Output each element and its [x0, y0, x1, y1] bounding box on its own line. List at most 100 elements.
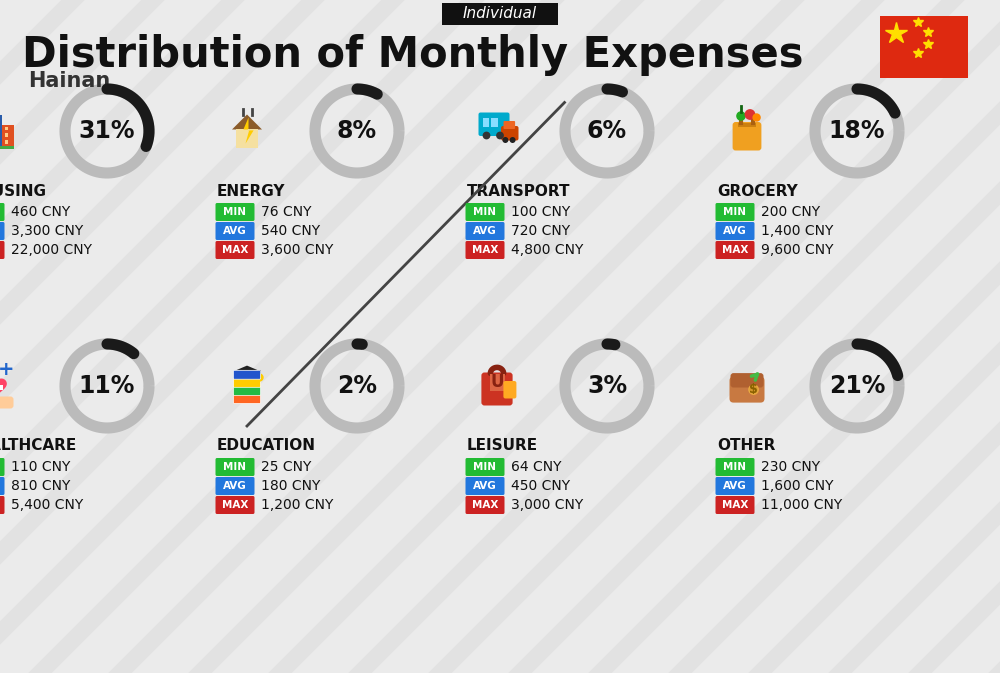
- FancyBboxPatch shape: [479, 112, 510, 136]
- Text: 76 CNY: 76 CNY: [261, 205, 312, 219]
- Text: 3,600 CNY: 3,600 CNY: [261, 243, 333, 257]
- FancyBboxPatch shape: [233, 394, 261, 404]
- FancyBboxPatch shape: [490, 374, 505, 390]
- FancyBboxPatch shape: [0, 146, 14, 149]
- Text: HOUSING: HOUSING: [0, 184, 47, 199]
- Text: MIN: MIN: [474, 207, 496, 217]
- FancyBboxPatch shape: [716, 203, 755, 221]
- FancyBboxPatch shape: [240, 371, 254, 376]
- Polygon shape: [0, 379, 6, 396]
- FancyBboxPatch shape: [880, 16, 968, 78]
- FancyBboxPatch shape: [466, 477, 505, 495]
- FancyBboxPatch shape: [2, 125, 14, 147]
- Text: MAX: MAX: [722, 245, 748, 255]
- FancyBboxPatch shape: [738, 123, 756, 127]
- FancyBboxPatch shape: [233, 386, 261, 396]
- Text: OTHER: OTHER: [717, 439, 775, 454]
- FancyBboxPatch shape: [466, 222, 505, 240]
- Circle shape: [745, 109, 755, 120]
- Text: MAX: MAX: [222, 500, 248, 510]
- Text: AVG: AVG: [723, 226, 747, 236]
- Text: Individual: Individual: [463, 7, 537, 22]
- FancyBboxPatch shape: [233, 370, 261, 379]
- Polygon shape: [232, 114, 262, 129]
- FancyBboxPatch shape: [5, 133, 8, 137]
- Circle shape: [736, 111, 746, 120]
- Text: 200 CNY: 200 CNY: [761, 205, 820, 219]
- FancyBboxPatch shape: [733, 122, 761, 151]
- FancyBboxPatch shape: [0, 477, 5, 495]
- FancyBboxPatch shape: [466, 203, 505, 221]
- FancyBboxPatch shape: [0, 396, 14, 409]
- Text: 21%: 21%: [829, 374, 885, 398]
- Text: AVG: AVG: [223, 481, 247, 491]
- Text: 5,400 CNY: 5,400 CNY: [11, 498, 83, 512]
- FancyBboxPatch shape: [216, 496, 254, 514]
- Circle shape: [752, 113, 761, 122]
- FancyBboxPatch shape: [5, 140, 8, 143]
- Text: Distribution of Monthly Expenses: Distribution of Monthly Expenses: [22, 34, 804, 76]
- FancyBboxPatch shape: [716, 477, 755, 495]
- Text: U: U: [490, 374, 504, 392]
- Text: 460 CNY: 460 CNY: [11, 205, 70, 219]
- Text: 8%: 8%: [337, 119, 377, 143]
- Text: 11,000 CNY: 11,000 CNY: [761, 498, 842, 512]
- Text: +: +: [0, 360, 14, 379]
- FancyBboxPatch shape: [504, 121, 515, 129]
- FancyBboxPatch shape: [466, 241, 505, 259]
- Circle shape: [510, 137, 516, 143]
- Text: AVG: AVG: [723, 481, 747, 491]
- Text: 180 CNY: 180 CNY: [261, 479, 320, 493]
- Text: MAX: MAX: [222, 245, 248, 255]
- Text: 31%: 31%: [79, 119, 135, 143]
- Text: 11%: 11%: [79, 374, 135, 398]
- FancyBboxPatch shape: [716, 496, 755, 514]
- FancyBboxPatch shape: [0, 458, 5, 476]
- Text: 1,600 CNY: 1,600 CNY: [761, 479, 834, 493]
- Text: 3%: 3%: [587, 374, 627, 398]
- FancyBboxPatch shape: [466, 458, 505, 476]
- FancyBboxPatch shape: [236, 129, 258, 147]
- Text: LEISURE: LEISURE: [467, 439, 538, 454]
- FancyBboxPatch shape: [483, 118, 489, 127]
- Text: MIN: MIN: [224, 462, 246, 472]
- Text: GROCERY: GROCERY: [717, 184, 798, 199]
- Text: MIN: MIN: [724, 207, 746, 217]
- FancyBboxPatch shape: [233, 378, 261, 387]
- Text: AVG: AVG: [223, 226, 247, 236]
- FancyBboxPatch shape: [481, 372, 513, 406]
- FancyBboxPatch shape: [216, 477, 254, 495]
- Text: 110 CNY: 110 CNY: [11, 460, 70, 474]
- Text: HEALTHCARE: HEALTHCARE: [0, 439, 77, 454]
- Text: Hainan: Hainan: [28, 71, 110, 91]
- FancyBboxPatch shape: [216, 458, 254, 476]
- FancyBboxPatch shape: [466, 496, 505, 514]
- Text: 230 CNY: 230 CNY: [761, 460, 820, 474]
- Text: 3,300 CNY: 3,300 CNY: [11, 224, 83, 238]
- Text: MIN: MIN: [474, 462, 496, 472]
- Circle shape: [750, 386, 758, 394]
- Text: 18%: 18%: [829, 119, 885, 143]
- Text: 6%: 6%: [587, 119, 627, 143]
- FancyBboxPatch shape: [491, 118, 498, 127]
- Text: 720 CNY: 720 CNY: [511, 224, 570, 238]
- FancyBboxPatch shape: [0, 496, 5, 514]
- FancyBboxPatch shape: [0, 386, 3, 390]
- Text: 22,000 CNY: 22,000 CNY: [11, 243, 92, 257]
- Text: MAX: MAX: [472, 500, 498, 510]
- FancyBboxPatch shape: [216, 203, 254, 221]
- FancyBboxPatch shape: [501, 126, 518, 141]
- Text: 540 CNY: 540 CNY: [261, 224, 320, 238]
- Text: AVG: AVG: [473, 226, 497, 236]
- Text: $: $: [749, 383, 758, 396]
- FancyBboxPatch shape: [730, 373, 764, 388]
- FancyBboxPatch shape: [216, 222, 254, 240]
- Text: ENERGY: ENERGY: [217, 184, 286, 199]
- Polygon shape: [235, 365, 259, 371]
- Text: 25 CNY: 25 CNY: [261, 460, 311, 474]
- FancyBboxPatch shape: [0, 241, 5, 259]
- Text: 64 CNY: 64 CNY: [511, 460, 562, 474]
- Text: 1,400 CNY: 1,400 CNY: [761, 224, 833, 238]
- FancyBboxPatch shape: [0, 203, 5, 221]
- Polygon shape: [243, 118, 254, 143]
